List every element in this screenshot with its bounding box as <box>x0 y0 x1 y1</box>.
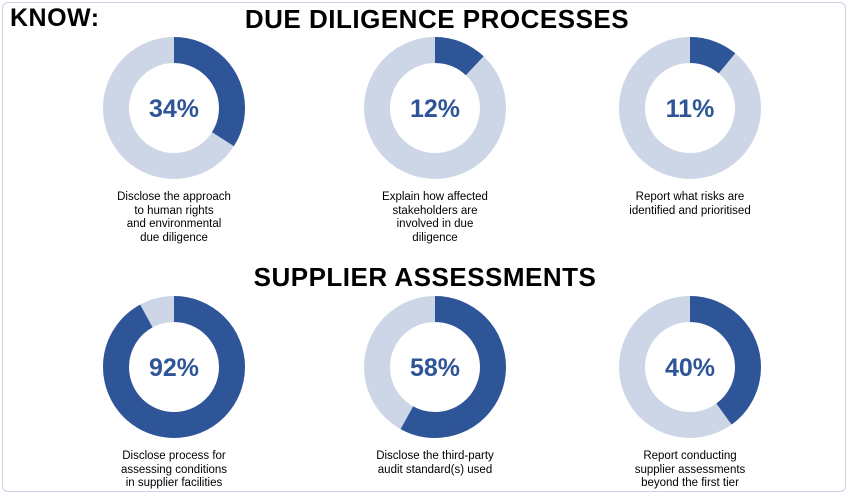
caption-line: Report what risks are <box>635 191 745 203</box>
donut-svg: 11% <box>619 37 761 179</box>
caption-line: Disclose the third-party <box>376 450 494 462</box>
caption-line: identified and prioritised <box>629 204 751 217</box>
donut-caption: Explain how affected stakeholders are invo… <box>350 191 520 245</box>
caption-line: supplier assessments <box>634 463 746 476</box>
donut-percent-label: 92% <box>149 354 199 382</box>
donut-caption: Report conducting supplier assessments bey… <box>605 450 775 491</box>
donut-value-arc <box>619 296 761 438</box>
caption-line: involved in due <box>396 218 474 230</box>
donut-caption: Disclose the third-party audit standard(s… <box>350 450 520 477</box>
donut-caption: Disclose the approach to human rights and … <box>89 191 259 245</box>
caption-line: to human rights <box>134 204 214 217</box>
donut-percent-label: 12% <box>410 95 460 123</box>
donut-value-arc <box>364 37 506 179</box>
donut-svg: 58% <box>364 296 506 438</box>
donut-caption: Disclose process for assessing conditions… <box>89 450 259 491</box>
donut-value-arc <box>103 296 245 438</box>
donut-caption: Report what risks are identified and prio… <box>605 191 775 218</box>
caption-line: due diligence <box>140 231 208 244</box>
caption-line: assessing conditions <box>120 463 228 476</box>
caption-line: Disclose the approach <box>117 191 231 203</box>
donut-svg: 92% <box>103 296 245 438</box>
donut-percent-label: 34% <box>149 95 199 123</box>
donut-percent-label: 58% <box>410 354 460 382</box>
donut-svg: 34% <box>103 37 245 179</box>
donut-chart: 11% <box>618 36 762 180</box>
caption-line: audit standard(s) used <box>377 463 493 476</box>
donut-value-arc <box>364 296 506 438</box>
caption-line: stakeholders are <box>392 204 478 217</box>
caption-line: Disclose process for <box>122 450 226 462</box>
donut-chart: 92% <box>102 295 246 439</box>
caption-line: Report conducting <box>643 450 737 462</box>
know-label: KNOW: <box>10 4 100 32</box>
donut-chart: 12% <box>363 36 507 180</box>
caption-line: and environmental <box>126 218 222 230</box>
donut-svg: 40% <box>619 296 761 438</box>
donut-value-arc <box>103 37 245 179</box>
donut-percent-label: 11% <box>666 95 715 123</box>
caption-line: beyond the first tier <box>641 477 739 489</box>
donut-value-arc <box>619 37 761 179</box>
donut-chart: 58% <box>363 295 507 439</box>
caption-line: in supplier facilities <box>125 477 223 489</box>
section-title-due-diligence: DUE DILIGENCE PROCESSES <box>244 4 630 34</box>
donut-svg: 12% <box>364 37 506 179</box>
section-title-supplier-assessments: SUPPLIER ASSESSMENTS <box>253 262 597 292</box>
donut-chart: 34% <box>102 36 246 180</box>
donut-chart: 40% <box>618 295 762 439</box>
donut-percent-label: 40% <box>665 354 715 382</box>
caption-line: diligence <box>412 231 458 244</box>
caption-line: Explain how affected <box>382 191 488 203</box>
